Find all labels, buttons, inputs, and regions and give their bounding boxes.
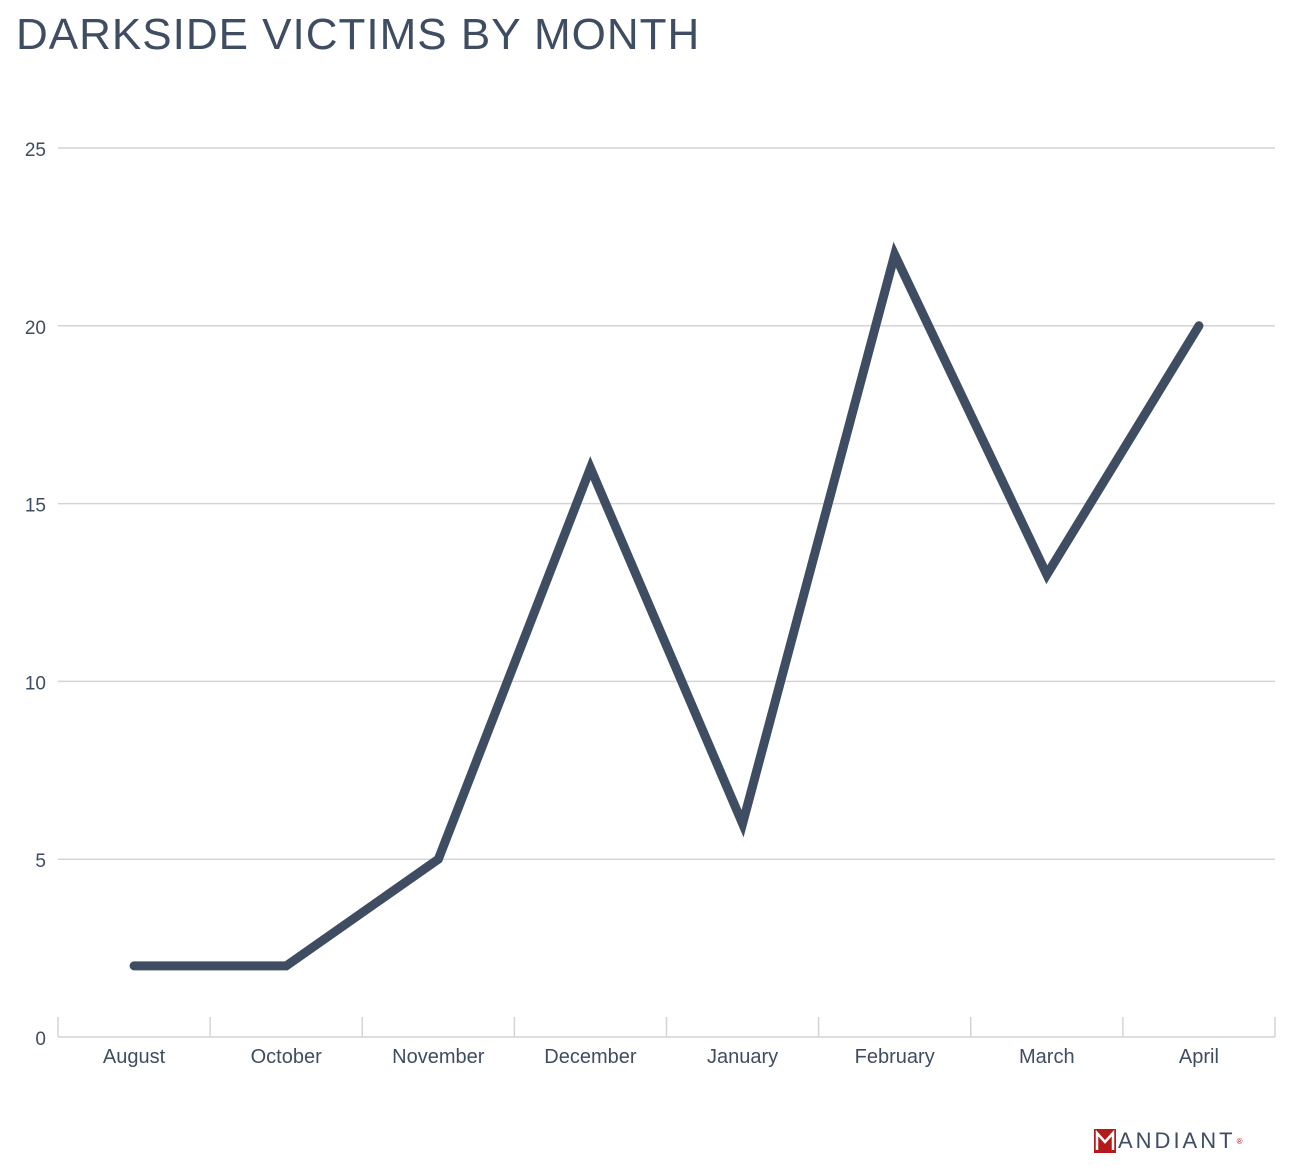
x-tick-label: December — [544, 1046, 637, 1068]
mandiant-m-icon — [1094, 1129, 1116, 1153]
data-point — [437, 858, 439, 860]
data-point — [133, 965, 135, 967]
data-point — [894, 254, 896, 256]
y-tick-label: 25 — [25, 140, 46, 161]
mandiant-logo: ANDIANT ® — [1094, 1128, 1242, 1154]
data-point — [1046, 574, 1048, 576]
gridlines — [58, 147, 1275, 860]
x-tick-label: April — [1179, 1046, 1219, 1068]
data-point — [285, 965, 287, 967]
trademark-symbol: ® — [1236, 1136, 1243, 1146]
y-tick-label: 5 — [35, 851, 46, 872]
series-line — [129, 241, 1204, 971]
y-tick-label: 20 — [25, 318, 46, 339]
x-tick-label: March — [1019, 1046, 1075, 1068]
logo-text: ANDIANT — [1118, 1128, 1236, 1153]
y-tick-label: 15 — [25, 496, 46, 517]
chart-title: DARKSIDE VICTIMS BY MONTH — [16, 10, 701, 59]
x-tick-label: August — [103, 1046, 166, 1068]
x-axis — [57, 1017, 1276, 1038]
data-point — [742, 823, 744, 825]
data-point — [1198, 325, 1200, 327]
data-point — [589, 467, 591, 469]
y-tick-label: 0 — [35, 1029, 46, 1050]
series-group — [129, 241, 1204, 971]
x-tick-label: January — [707, 1046, 778, 1068]
x-tick-label: October — [251, 1046, 322, 1068]
y-axis-tick-labels: 0 5 10 15 20 25 — [25, 140, 46, 1050]
y-tick-label: 10 — [25, 673, 46, 694]
x-axis-tick-labels: August October November December January Febr… — [103, 1046, 1219, 1068]
x-tick-label: February — [855, 1046, 935, 1068]
x-tick-label: November — [392, 1046, 485, 1068]
